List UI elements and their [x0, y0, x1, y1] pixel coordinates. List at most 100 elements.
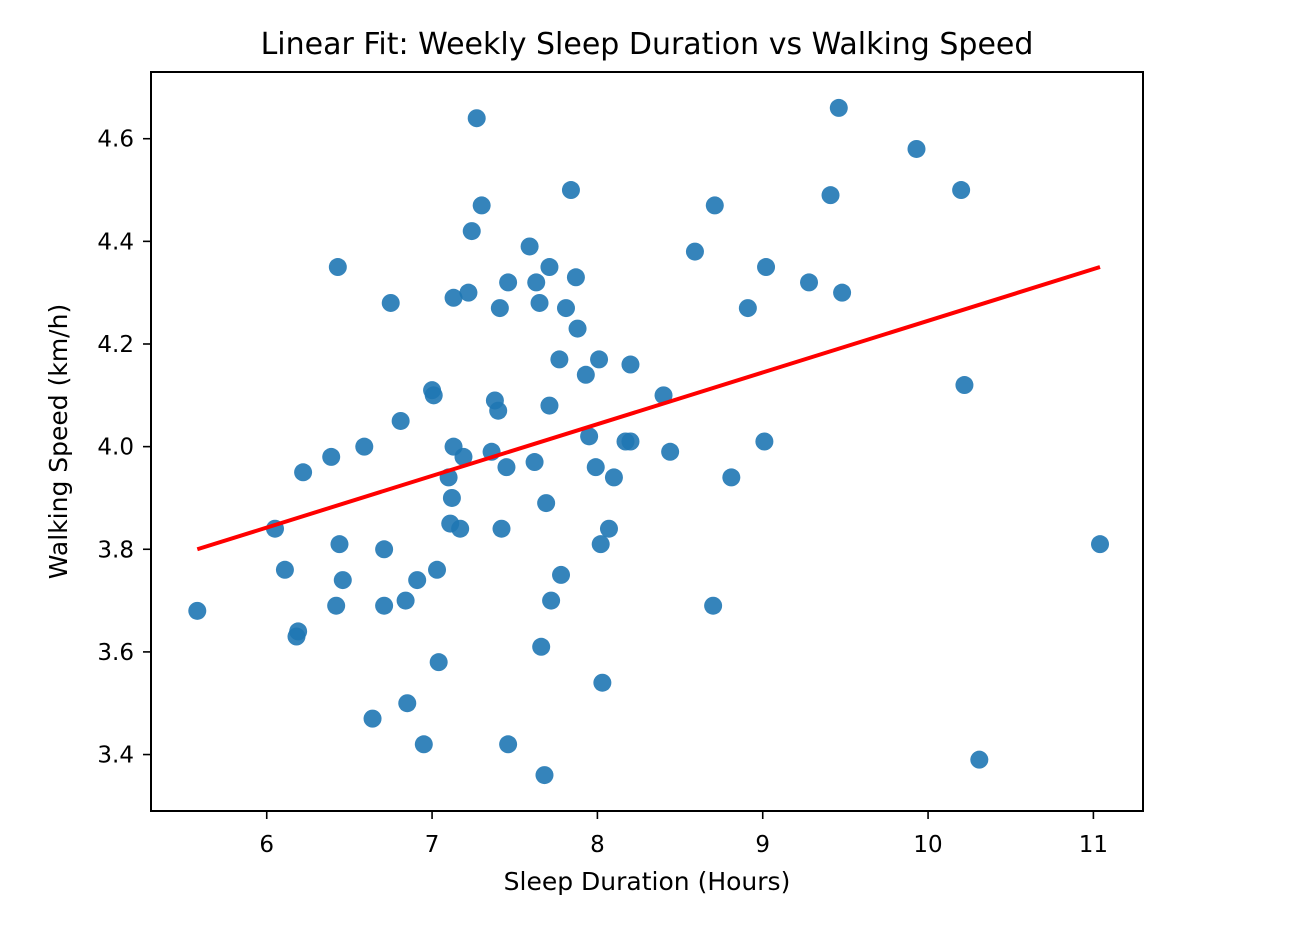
y-axis-label: Walking Speed (km/h)	[44, 304, 73, 579]
scatter-point	[375, 596, 394, 615]
scatter-point	[408, 571, 427, 590]
scatter-point	[462, 222, 481, 241]
scatter-point	[800, 273, 819, 292]
y-tick-label: 3.4	[97, 743, 134, 769]
scatter-point	[375, 540, 394, 559]
scatter-point	[398, 694, 417, 713]
scatter-point	[821, 186, 840, 205]
data-points	[188, 98, 1110, 785]
x-tick-label: 6	[259, 832, 274, 858]
scatter-point	[537, 494, 556, 513]
scatter-point	[738, 299, 757, 318]
scatter-point	[492, 519, 511, 538]
scatter-point	[454, 447, 473, 466]
scatter-point	[599, 519, 618, 538]
scatter-point	[424, 386, 443, 405]
x-axis: 6 7 8 9 10 11	[259, 811, 1108, 858]
scatter-point	[327, 596, 346, 615]
scatter-point	[490, 299, 509, 318]
scatter-point	[330, 535, 349, 554]
axes-frame	[150, 71, 1144, 812]
scatter-point	[289, 622, 308, 641]
scatter-point	[907, 139, 926, 158]
scatter-point	[705, 196, 724, 215]
x-tick-label: 8	[590, 832, 605, 858]
scatter-point	[757, 258, 776, 277]
y-tick-label: 4.4	[97, 229, 134, 255]
scatter-point	[428, 560, 447, 579]
scatter-point	[590, 350, 609, 369]
scatter-point	[621, 432, 640, 451]
scatter-point	[275, 560, 294, 579]
y-tick-label: 3.8	[97, 537, 134, 563]
scatter-point	[586, 458, 605, 477]
scatter-point	[591, 535, 610, 554]
scatter-point	[955, 376, 974, 395]
scatter-point	[467, 109, 486, 128]
scatter-point	[661, 442, 680, 461]
scatter-point	[566, 268, 585, 287]
scatter-point	[576, 365, 595, 384]
scatter-point	[520, 237, 539, 256]
plot-area	[188, 98, 1110, 785]
scatter-point	[540, 396, 559, 415]
fit-line-layer	[196, 265, 1101, 552]
scatter-point	[396, 591, 415, 610]
scatter-point	[552, 565, 571, 584]
scatter-point	[442, 488, 461, 507]
scatter-point	[391, 411, 410, 430]
scatter-point	[704, 596, 723, 615]
scatter-point	[333, 571, 352, 590]
scatter-point	[489, 401, 508, 420]
scatter-point	[654, 386, 673, 405]
scatter-point	[451, 519, 470, 538]
scatter-point	[568, 319, 587, 338]
scatter-point	[188, 601, 207, 620]
scatter-point	[542, 591, 561, 610]
scatter-point	[363, 709, 382, 728]
x-tick-label: 11	[1079, 832, 1108, 858]
scatter-point	[530, 293, 549, 312]
y-tick-label: 4.2	[97, 332, 134, 358]
y-tick-label: 3.6	[97, 640, 134, 666]
scatter-point	[1091, 535, 1110, 554]
scatter-point	[952, 181, 971, 200]
scatter-point	[381, 293, 400, 312]
scatter-point	[540, 258, 559, 277]
scatter-point	[459, 283, 478, 302]
scatter-point	[322, 447, 341, 466]
scatter-point	[499, 273, 518, 292]
scatter-point	[472, 196, 491, 215]
scatter-point	[328, 258, 347, 277]
scatter-point	[970, 750, 989, 769]
scatter-point	[294, 463, 313, 482]
scatter-point	[499, 735, 518, 754]
scatter-point	[722, 468, 741, 487]
scatter-point	[429, 653, 448, 672]
scatter-point	[580, 427, 599, 446]
scatter-point	[593, 673, 612, 692]
scatter-point	[621, 355, 640, 374]
scatter-point	[497, 458, 516, 477]
scatter-point	[527, 273, 546, 292]
scatter-point	[755, 432, 774, 451]
y-tick-label: 4.6	[97, 127, 134, 153]
x-tick-label: 9	[755, 832, 770, 858]
x-tick-label: 10	[913, 832, 942, 858]
y-tick-label: 4.0	[97, 435, 134, 461]
y-axis: 3.4 3.6 3.8 4.0 4.2 4.4 4.6	[97, 127, 151, 769]
scatter-point	[355, 437, 374, 456]
scatter-point	[414, 735, 433, 754]
scatter-point	[604, 468, 623, 487]
scatter-point	[444, 288, 463, 307]
scatter-point	[829, 98, 848, 117]
scatter-point	[550, 350, 569, 369]
x-tick-label: 7	[425, 832, 440, 858]
x-axis-label: Sleep Duration (Hours)	[504, 867, 791, 896]
scatter-point	[833, 283, 852, 302]
scatter-point	[561, 181, 580, 200]
fit-line	[196, 265, 1101, 552]
scatter-point	[685, 242, 704, 261]
